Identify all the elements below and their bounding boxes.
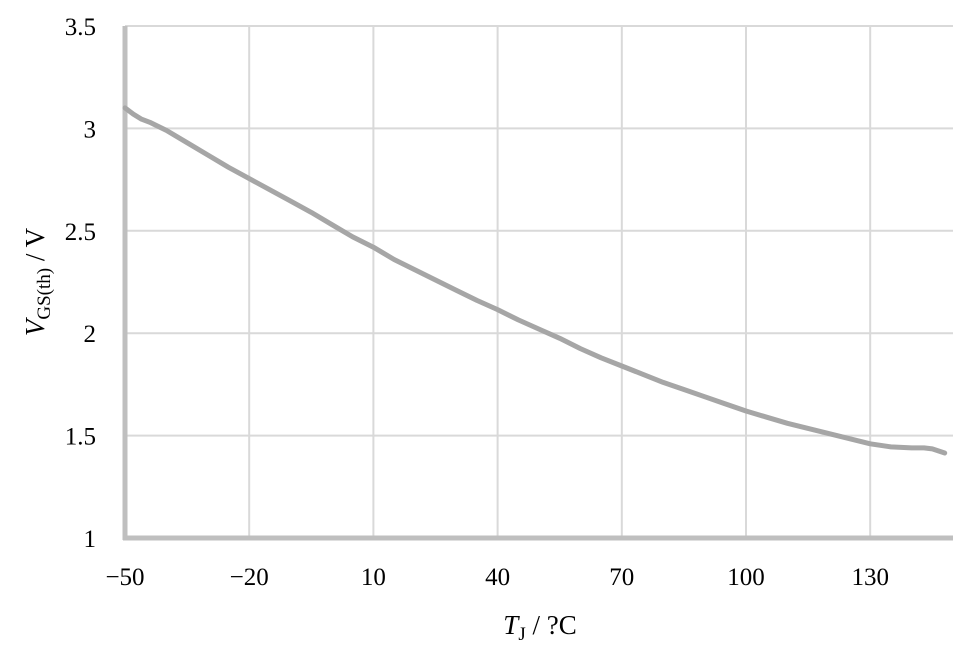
y-axis-title-var: V [20, 316, 50, 336]
y-tick-label: 3.5 [65, 14, 96, 41]
x-tick-label: 40 [485, 564, 510, 591]
y-tick-label: 3 [84, 116, 97, 143]
y-axis-title-sub: GS(th) [34, 268, 55, 320]
x-tick-label: 130 [851, 564, 889, 591]
y-axis-title-rest: / V [20, 227, 50, 268]
y-axis-title: VGS(th) / V [20, 227, 55, 336]
x-tick-label: 100 [727, 564, 765, 591]
series-layer [122, 105, 948, 456]
x-tick-label: −20 [230, 564, 269, 591]
x-tick-label: 10 [361, 564, 386, 591]
y-tick-label: 2.5 [65, 219, 96, 246]
x-tick-label: −50 [105, 564, 144, 591]
y-tick-label: 2 [84, 321, 97, 348]
grid-lines [125, 25, 953, 538]
x-axis-title-var: T [503, 610, 520, 640]
x-axis-title-rest: / ?C [526, 610, 577, 640]
series-line [122, 105, 948, 456]
tick-labels: 1 1.5 2 2.5 3 3.5 −50 −20 10 40 70 100 130 [65, 14, 889, 591]
y-tick-label: 1.5 [65, 424, 96, 451]
x-axis-title-sub: J [518, 624, 525, 645]
x-tick-label: 70 [609, 564, 634, 591]
axes [122, 26, 953, 541]
y-tick-label: 1 [84, 526, 97, 553]
x-axis-title: TJ / ?C [503, 610, 576, 645]
